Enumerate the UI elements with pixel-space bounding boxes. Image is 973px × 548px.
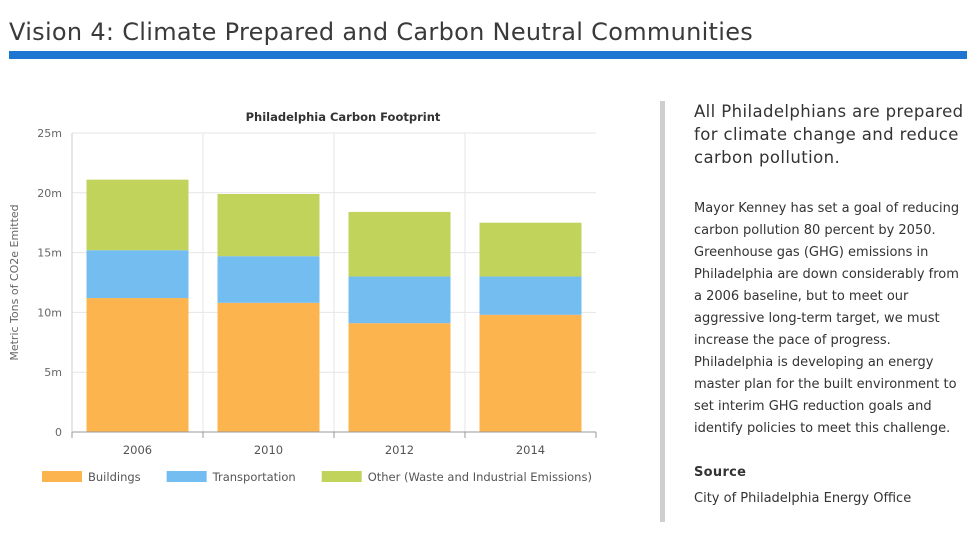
y-axis-label: Metric Tons of CO2e Emitted [8, 204, 21, 360]
y-tick-label: 5m [44, 366, 62, 379]
legend-swatch [321, 471, 362, 482]
sidebar-headline: All Philadelphians are prepared for clim… [694, 102, 964, 167]
legend-label: Transportation [212, 470, 296, 484]
carbon-footprint-chart: Philadelphia Carbon Footprint 0 5m 10m 15m 20… [0, 100, 610, 500]
y-tick-label: 10m [37, 306, 62, 319]
vertical-divider [660, 101, 665, 522]
title-underline [9, 51, 967, 59]
bar-buildings-2014 [479, 314, 582, 432]
y-tick-label: 0 [55, 426, 62, 439]
bar-other-2012 [348, 211, 451, 277]
y-tick-label: 25m [37, 127, 62, 140]
bar-buildings-2006 [86, 298, 189, 432]
bar-transportation-2012 [348, 276, 451, 324]
bar-transportation-2010 [217, 256, 320, 303]
y-tick-label: 15m [37, 247, 62, 260]
x-tick-label: 2010 [254, 443, 283, 457]
bar-buildings-2010 [217, 302, 320, 432]
chart-canvas: Philadelphia Carbon Footprint 0 5m 10m 15m 20… [8, 110, 597, 484]
sidebar-body-text: Mayor Kenney has set a goal of reducing … [694, 201, 960, 436]
x-tick-label: 2014 [516, 443, 545, 457]
legend-label: Other (Waste and Industrial Emissions) [368, 470, 592, 484]
x-tick-label: 2012 [385, 443, 414, 457]
chart-title: Philadelphia Carbon Footprint [246, 110, 441, 124]
bar-buildings-2012 [348, 323, 451, 432]
bar-transportation-2006 [86, 250, 189, 299]
legend-swatch [166, 471, 207, 482]
source-value: City of Philadelphia Energy Office [694, 491, 912, 506]
legend-swatch [42, 471, 82, 482]
y-tick-label: 20m [37, 187, 62, 200]
bar-other-2006 [86, 179, 189, 251]
bar-other-2010 [217, 193, 320, 257]
source-label: Source [694, 465, 747, 480]
legend-label: Buildings [88, 470, 141, 484]
bar-other-2014 [479, 222, 582, 277]
bar-transportation-2014 [479, 276, 582, 315]
sidebar: All Philadelphians are prepared for clim… [694, 100, 969, 506]
x-tick-label: 2006 [123, 443, 152, 457]
page-title: Vision 4: Climate Prepared and Carbon Ne… [9, 18, 754, 46]
